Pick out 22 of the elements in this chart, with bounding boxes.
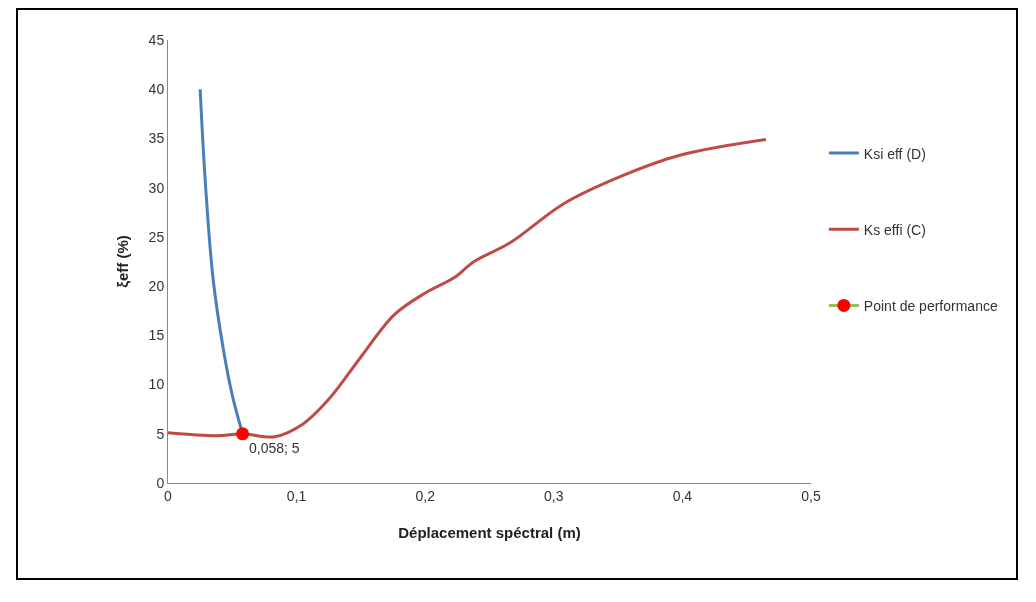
y-tick-label: 25 — [148, 228, 165, 245]
legend-label: Ks effi (C) — [863, 221, 926, 238]
x-tick-label: 0,4 — [672, 487, 693, 504]
legend-label: Ksi eff (D) — [863, 145, 926, 162]
y-tick-label: 40 — [148, 81, 165, 98]
line-series — [168, 137, 768, 439]
x-tick-label: 0,1 — [286, 487, 307, 504]
x-tick-label: 0,2 — [415, 487, 436, 504]
y-axis-title: ξeff (%) — [114, 235, 131, 288]
y-tick-label: 0 — [156, 474, 165, 491]
annotation: 0,058; 5 — [249, 440, 300, 456]
y-tick-label: 10 — [148, 376, 165, 393]
y-tick-label: 5 — [156, 425, 165, 442]
x-tick-label: 0,5 — [801, 487, 821, 504]
y-tick-label: 15 — [148, 327, 165, 344]
x-tick-label: 0,3 — [544, 487, 564, 504]
y-tick-label: 35 — [148, 130, 165, 147]
legend-label: Point de performance — [863, 297, 998, 314]
y-tick-label: 30 — [148, 179, 165, 196]
x-axis-title: Déplacement spéctral (m) — [398, 524, 581, 541]
y-tick-label: 45 — [148, 31, 165, 48]
y-tick-label: 20 — [148, 278, 165, 295]
